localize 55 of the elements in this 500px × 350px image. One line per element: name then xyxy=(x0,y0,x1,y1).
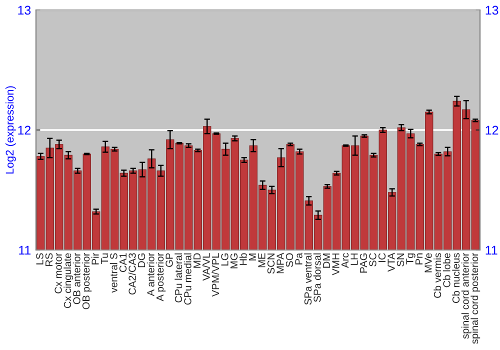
x-tick-label: DG xyxy=(138,254,146,268)
x-tick-label: ventral S xyxy=(110,253,118,293)
x-tick-label: LS xyxy=(36,253,44,264)
x-tick-label: Hb xyxy=(239,253,247,265)
x-tick-label: ME xyxy=(258,253,266,268)
x-tick-label: Arc xyxy=(342,253,349,268)
x-tick-label: Pir xyxy=(91,252,99,264)
x-tick-label: RS xyxy=(45,253,53,266)
x-tick-label: MVe xyxy=(424,253,432,272)
x-tick-label: OB posterior xyxy=(82,252,92,310)
x-tick-label: CPu lateral xyxy=(174,253,182,302)
x-tick-label: Pn xyxy=(416,253,422,264)
x-tick-label: VPM/VPL xyxy=(212,253,220,297)
x-tick-label: Tu xyxy=(101,253,108,264)
y2-tick-label: 11 xyxy=(486,246,498,255)
x-tick-label: IC xyxy=(378,253,386,262)
x-tick-label: MG xyxy=(230,254,238,268)
y-tick-label: 11 xyxy=(19,246,31,255)
x-tick-label: SC xyxy=(369,253,376,266)
y-tick-label: 12 xyxy=(18,126,31,135)
x-tick-label: VA/VL xyxy=(202,253,210,281)
x-tick-label: M xyxy=(249,254,256,260)
x-tick-label: CPu medial xyxy=(184,253,192,305)
x-tick-label: Cx cingulate xyxy=(64,253,74,308)
x-tick-label: VMH xyxy=(332,254,340,276)
x-tick-label: SO xyxy=(286,253,294,267)
x-tick-label: PAG xyxy=(360,254,368,273)
x-tick-label: SCN xyxy=(267,254,275,274)
x-tick-label: LG xyxy=(221,254,228,266)
x-tick-label: Cx motor xyxy=(54,252,62,294)
x-tick-label: Cb vermis xyxy=(434,253,442,298)
x-tick-label: A posterior xyxy=(156,252,166,302)
y-axis-title: Log2 (expression) xyxy=(5,86,16,174)
x-tick-label: Tg xyxy=(406,253,416,264)
x-tick-label: Pa xyxy=(295,252,302,264)
x-tick-label: CA1 xyxy=(119,253,127,272)
x-tick-label: MD xyxy=(194,253,200,268)
x-tick-label: SN xyxy=(396,254,404,266)
x-tick-label: spinal cord posterior xyxy=(470,252,480,344)
x-tick-label: GP xyxy=(166,253,173,267)
x-tick-label: CA2/CA3 xyxy=(128,253,136,295)
x-tick-label: spinal cord anterior xyxy=(461,252,471,339)
x-tick-label: SPa ventral xyxy=(304,253,312,305)
y2-tick-label: 12 xyxy=(486,126,498,135)
x-tick-label: VTA xyxy=(388,252,395,272)
x-tick-label: A anterior xyxy=(146,252,154,296)
x-tick-label: MPA xyxy=(276,252,284,274)
x-tick-label: Cb nucleus xyxy=(452,253,460,303)
x-tick-label: Cb lobe xyxy=(442,253,450,288)
y2-tick-label: 13 xyxy=(486,6,498,15)
x-tick-label: LH xyxy=(350,254,358,265)
x-tick-label: SPa dorsal xyxy=(313,253,321,302)
y-tick-label: 13 xyxy=(18,6,31,15)
x-tick-label: OB anterior xyxy=(72,252,80,304)
x-tick-label: DM xyxy=(323,254,330,268)
